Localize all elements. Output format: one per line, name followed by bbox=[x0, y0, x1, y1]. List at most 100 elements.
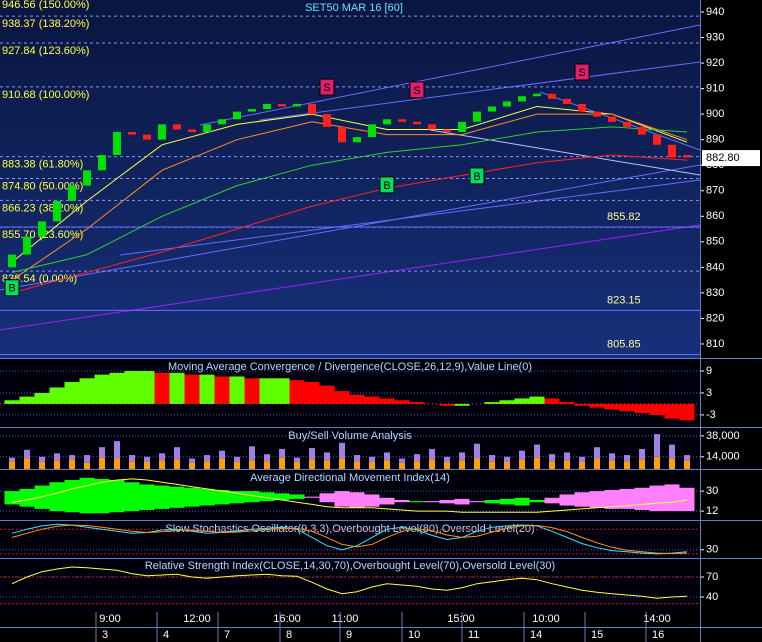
volume-bar bbox=[504, 462, 510, 469]
macd-bar bbox=[244, 378, 260, 404]
di-band bbox=[574, 492, 590, 507]
signal-marker bbox=[574, 63, 590, 81]
signal-label: B bbox=[473, 171, 480, 183]
indicator-line bbox=[11, 566, 688, 599]
day-label: 11 bbox=[468, 629, 479, 641]
y-tick-label: 3 bbox=[706, 387, 712, 399]
di-band bbox=[469, 501, 485, 503]
di-band bbox=[379, 497, 395, 505]
y-tick-label: 920 bbox=[706, 57, 724, 69]
volume-bar bbox=[189, 462, 195, 469]
macd-bar bbox=[289, 380, 305, 404]
volume-bar bbox=[564, 460, 570, 469]
di-band bbox=[289, 494, 305, 499]
day-label: 10 bbox=[408, 629, 420, 641]
volume-bar bbox=[639, 459, 645, 469]
candle bbox=[533, 93, 541, 97]
panel-title: SET50 MAR 16 [60] bbox=[305, 2, 403, 14]
volume-bar bbox=[39, 456, 45, 463]
signal-label: B bbox=[8, 283, 15, 295]
y-tick-label: 12 bbox=[706, 505, 718, 517]
volume-bar bbox=[654, 456, 660, 469]
volume-bar bbox=[249, 446, 255, 461]
y-tick-label: 850 bbox=[706, 236, 724, 248]
candle bbox=[83, 170, 91, 186]
di-band bbox=[319, 493, 335, 503]
fib-label: 938.37 (138.20%) bbox=[2, 18, 89, 30]
volume-bar bbox=[249, 460, 255, 469]
price-panel-bg bbox=[0, 0, 700, 358]
di-band bbox=[184, 487, 200, 507]
day-label: 16 bbox=[652, 629, 664, 641]
day-label: 3 bbox=[102, 629, 108, 641]
fib-label: 874.80 (50.00%) bbox=[2, 180, 83, 192]
volume-bar bbox=[354, 461, 360, 469]
time-label: 12:00 bbox=[183, 613, 211, 625]
di-band bbox=[604, 490, 620, 509]
volume-bar bbox=[54, 453, 60, 461]
y-tick-label: 860 bbox=[706, 210, 724, 222]
macd-bar bbox=[604, 403, 620, 410]
volume-bar bbox=[474, 443, 480, 459]
macd-bar bbox=[214, 376, 230, 404]
indicator-line bbox=[11, 523, 688, 555]
candle bbox=[563, 98, 571, 104]
signal-label: S bbox=[413, 85, 420, 97]
trend-line bbox=[199, 24, 701, 126]
moving-average bbox=[11, 113, 688, 281]
volume-bar bbox=[204, 461, 210, 469]
signal-label: S bbox=[323, 82, 330, 94]
macd-bar bbox=[259, 378, 275, 404]
volume-bar bbox=[684, 460, 690, 469]
di-band bbox=[214, 490, 230, 505]
candle bbox=[503, 101, 511, 107]
di-band bbox=[409, 501, 425, 503]
candle bbox=[683, 154, 691, 158]
volume-bar bbox=[24, 458, 30, 469]
candle bbox=[428, 124, 436, 130]
candle bbox=[218, 119, 226, 125]
di-band bbox=[529, 500, 545, 503]
volume-bar bbox=[219, 458, 225, 469]
y-tick-label: 830 bbox=[706, 287, 724, 299]
di-band bbox=[4, 491, 20, 505]
time-label: 14:00 bbox=[643, 613, 671, 625]
fib-label: 883.38 (61.80%) bbox=[2, 158, 83, 170]
candle bbox=[113, 132, 121, 155]
macd-bar bbox=[364, 396, 380, 404]
volume-bar bbox=[369, 456, 375, 463]
candle bbox=[98, 154, 106, 171]
macd-bar bbox=[34, 392, 50, 404]
y-tick-label: 9 bbox=[706, 365, 712, 377]
di-band bbox=[139, 484, 155, 510]
trend-line bbox=[259, 61, 701, 121]
y-tick-label: 70 bbox=[706, 571, 718, 583]
volume-bar bbox=[84, 462, 90, 469]
volume-bar bbox=[549, 454, 555, 462]
volume-bar bbox=[549, 461, 555, 469]
candle bbox=[368, 124, 376, 138]
time-label: 16:00 bbox=[273, 613, 301, 625]
di-band bbox=[619, 488, 635, 509]
macd-bar bbox=[274, 378, 290, 404]
fib-label: 866.23 (38.20%) bbox=[2, 202, 83, 214]
volume-bar bbox=[159, 453, 165, 461]
fib-label: 946.56 (150.00%) bbox=[2, 0, 89, 11]
macd-bar bbox=[409, 402, 425, 404]
volume-bar bbox=[144, 456, 150, 463]
volume-bar bbox=[609, 453, 615, 461]
candle bbox=[353, 137, 361, 143]
macd-bar bbox=[154, 372, 170, 404]
candle bbox=[308, 103, 316, 115]
macd-bar bbox=[514, 398, 530, 404]
moving-average bbox=[11, 105, 688, 263]
macd-bar bbox=[484, 402, 500, 404]
volume-bar bbox=[9, 457, 15, 462]
fib-label: 910.68 (100.00%) bbox=[2, 89, 89, 101]
candle bbox=[158, 124, 166, 140]
macd-bar bbox=[649, 403, 665, 415]
candle bbox=[398, 119, 406, 122]
day-label: 4 bbox=[163, 629, 169, 641]
di-band bbox=[364, 494, 380, 507]
candle bbox=[413, 121, 421, 125]
